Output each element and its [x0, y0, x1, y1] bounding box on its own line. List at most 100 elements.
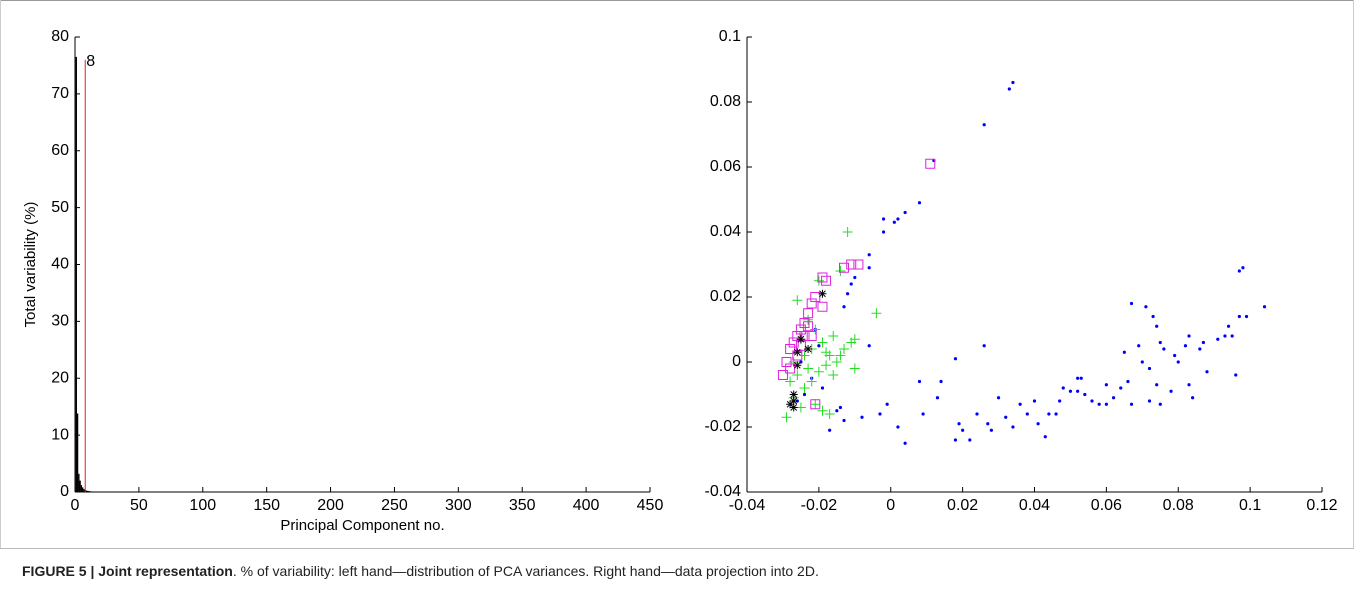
marker-dot — [1226, 324, 1231, 328]
marker-stroke — [790, 391, 798, 398]
y-tick-label: 0.1 — [719, 28, 741, 45]
x-tick-label: -0.04 — [729, 497, 766, 514]
point — [799, 318, 810, 328]
marker-dot — [1090, 399, 1094, 403]
point — [853, 259, 864, 270]
marker-stroke — [786, 400, 794, 408]
point — [860, 415, 864, 419]
point — [881, 230, 886, 234]
marker-square — [806, 331, 817, 341]
marker-dot — [867, 266, 871, 270]
marker-dot — [1119, 386, 1123, 390]
point — [824, 350, 835, 361]
bar — [78, 473, 80, 492]
point — [1234, 373, 1238, 377]
point — [939, 379, 943, 384]
marker-dot — [1223, 334, 1227, 338]
point — [792, 370, 803, 380]
point — [828, 331, 839, 341]
point — [793, 361, 802, 370]
marker-dot — [917, 379, 922, 384]
marker-dot — [853, 275, 857, 280]
y-tick-label: 0.04 — [710, 223, 741, 240]
point — [1119, 386, 1123, 390]
point — [806, 376, 817, 387]
marker-dot — [1111, 396, 1116, 400]
marker-dot — [1237, 314, 1241, 319]
x-tick-label: 0.04 — [1019, 497, 1050, 514]
marker-dot — [842, 305, 846, 309]
marker-square — [781, 357, 792, 367]
caption-label: FIGURE 5 | — [22, 563, 95, 579]
marker-dot — [1104, 402, 1108, 406]
marker-dot — [849, 282, 853, 286]
point — [810, 399, 821, 410]
marker-stroke — [793, 348, 801, 356]
x-tick-label: 0 — [886, 497, 895, 514]
point — [881, 217, 886, 221]
point — [828, 428, 832, 432]
point — [1129, 301, 1134, 306]
marker-dot — [1097, 402, 1101, 406]
marker-stroke — [790, 404, 798, 411]
point — [793, 348, 802, 357]
point — [846, 259, 857, 270]
point — [1097, 402, 1101, 406]
marker-dot — [1205, 370, 1209, 374]
point — [1129, 402, 1134, 406]
marker-square — [799, 331, 810, 341]
point — [806, 298, 817, 309]
point — [1158, 340, 1162, 345]
point — [786, 400, 795, 409]
point — [846, 292, 850, 296]
point — [1147, 399, 1152, 403]
marker-dot — [953, 357, 958, 361]
point — [961, 428, 965, 432]
point — [1061, 386, 1065, 390]
marker-dot — [989, 428, 993, 432]
marker-dot — [860, 415, 864, 419]
bar — [75, 56, 77, 492]
point — [1122, 350, 1126, 354]
point — [1151, 314, 1155, 319]
marker-square — [853, 259, 864, 270]
x-tick-label: 0 — [71, 497, 80, 514]
marker-dot — [828, 428, 832, 432]
point — [1104, 402, 1108, 406]
marker-dot — [881, 230, 886, 234]
point — [878, 412, 882, 416]
point — [896, 217, 900, 221]
point — [996, 396, 1001, 400]
marker-dot — [1129, 402, 1134, 406]
marker-dot — [1122, 350, 1126, 354]
marker-stroke — [797, 335, 805, 343]
marker-dot — [1140, 360, 1144, 364]
marker-dot — [1191, 396, 1195, 400]
marker-stroke — [804, 345, 812, 353]
point — [1018, 402, 1022, 406]
bar — [76, 413, 79, 492]
point — [867, 266, 871, 270]
x-tick-label: 0.06 — [1091, 497, 1122, 514]
point — [867, 344, 871, 348]
point — [1191, 396, 1195, 400]
marker-dot — [1129, 301, 1134, 306]
x-tick-label: 0.02 — [947, 497, 978, 514]
marker-dot — [1244, 314, 1249, 319]
marker-dot — [996, 396, 1001, 400]
marker-dot — [1025, 412, 1029, 416]
point — [792, 295, 803, 306]
point — [892, 220, 896, 224]
marker-dot — [1047, 412, 1051, 416]
point — [1011, 80, 1015, 85]
point — [1090, 399, 1094, 403]
bar — [90, 491, 93, 492]
point — [917, 379, 922, 384]
point — [785, 376, 796, 387]
x-tick-label: 350 — [509, 497, 536, 514]
point — [953, 438, 958, 442]
marker-square — [839, 262, 850, 273]
point — [1244, 314, 1249, 319]
marker-dot — [1004, 415, 1008, 419]
